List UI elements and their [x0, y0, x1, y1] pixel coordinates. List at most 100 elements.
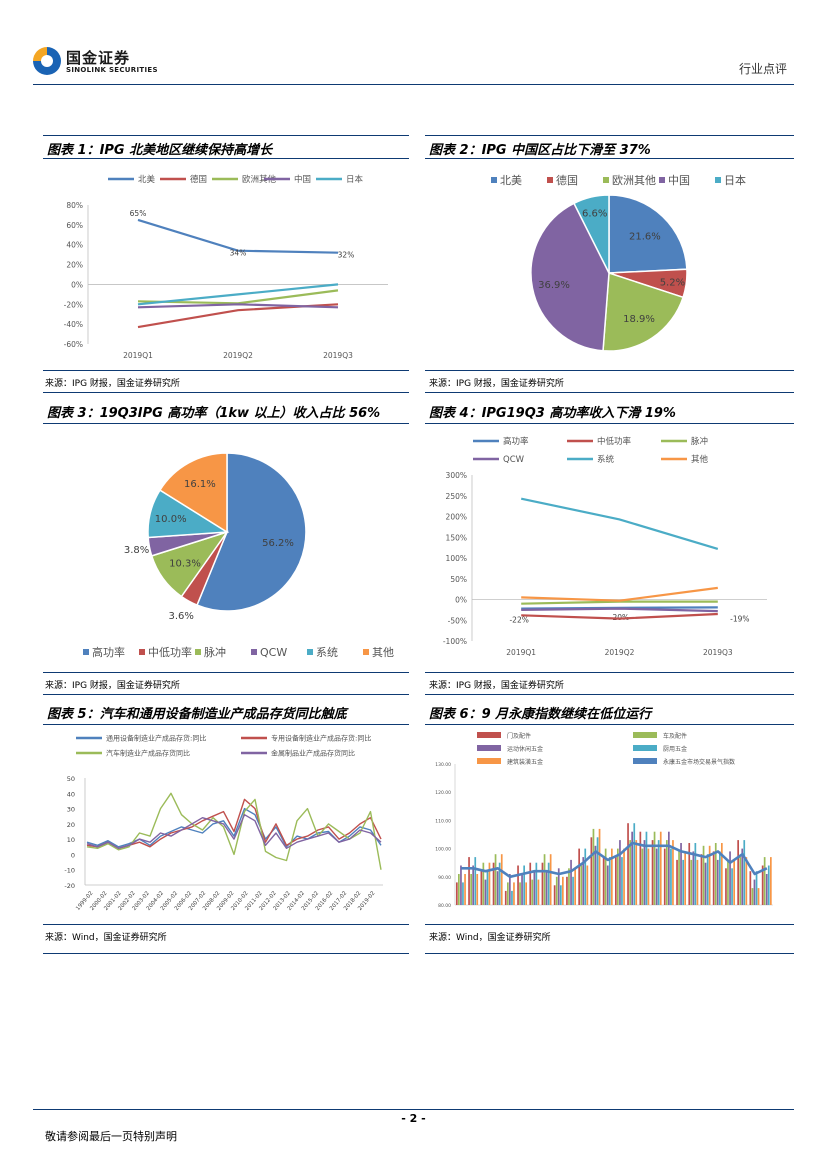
c6-bar [761, 865, 764, 905]
c6-bar [704, 862, 707, 905]
c6-bar [464, 874, 466, 905]
c5-y-tick: 20 [67, 821, 75, 829]
c6-bar [572, 876, 574, 905]
c3-legend-swatch-0 [83, 649, 89, 655]
c6-bar [488, 862, 491, 905]
f3-title: 图表 3：19Q3IPG 高功率（1kw 以上）收入占比 56% [47, 406, 381, 421]
c2-legend-swatch-2 [603, 177, 609, 183]
c2-slice-label-1: 5.2% [660, 278, 685, 289]
f4-title-rule [425, 423, 794, 424]
c6-legend-swatch-5 [633, 758, 657, 764]
c6-bar [582, 857, 585, 905]
chart-2: 北美 德国 欧洲其他 中国 日本 21.6% 5.2% 18.9% 36.9% 6.6% [491, 173, 746, 352]
c3-legend-label-2: 脉冲 [204, 645, 226, 659]
c2-legend-swatch-4 [715, 177, 721, 183]
c6-legend-label-1: 车及配件 [663, 732, 687, 740]
c6-bar [543, 854, 546, 905]
c6-bar [574, 868, 576, 905]
c4-series-1 [521, 612, 718, 620]
c4-legend-label-0: 高功率 [503, 436, 529, 447]
c6-bar [541, 862, 544, 905]
c4-y-tick: 50% [450, 575, 467, 584]
c6-bar [578, 848, 580, 905]
f6-bottom-rule [425, 924, 794, 925]
c4-data-label: -19% [730, 614, 749, 623]
c6-bar [688, 843, 691, 905]
c6-bar [560, 885, 562, 905]
c4-y-tick: 150% [446, 533, 467, 542]
c6-bar [611, 848, 613, 905]
f4-title: 图表 4：IPG19Q3 高功率收入下滑 19% [429, 406, 676, 421]
c4-legend-label-3: QCW [503, 455, 525, 465]
c1-legend-label-4: 日本 [346, 174, 364, 185]
brand-name-en: SINOLINK SECURITIES [66, 66, 158, 74]
c6-bar [566, 876, 568, 905]
c6-bar [545, 871, 548, 905]
c2-legend-swatch-0 [491, 177, 497, 183]
c3-legend-swatch-4 [307, 649, 313, 655]
c5-y-tick: -20 [64, 882, 75, 890]
c1-series-3 [137, 303, 339, 309]
c6-bar [596, 837, 599, 905]
c2-slice-0 [608, 194, 688, 274]
c6-bar [657, 840, 660, 905]
c6-bar [513, 882, 515, 905]
c6-y-tick: 110.00 [435, 818, 451, 824]
c1-series-4 [137, 283, 339, 306]
c6-bar [586, 865, 589, 905]
c4-x-tick: 2019Q1 [506, 648, 536, 657]
c4-data-label: -22% [509, 616, 528, 625]
c3-legend-swatch-1 [139, 649, 145, 655]
c6-bar [533, 871, 536, 905]
c6-bar [535, 862, 538, 905]
c6-bar [727, 859, 729, 905]
brand-name-cn: 国金证券 [66, 49, 131, 67]
c2-legend-label-1: 德国 [556, 173, 578, 187]
c6-bar [763, 857, 766, 905]
f5-source: 来源：Wind，国金证券研究所 [45, 933, 167, 943]
f5-source-rule [43, 953, 409, 954]
c3-slice-label-0: 56.2% [262, 538, 294, 549]
c6-bar [745, 857, 748, 905]
c2-slice-label-0: 21.6% [629, 231, 661, 242]
f2-title-rule [425, 158, 794, 159]
c6-bar [647, 848, 650, 905]
c4-y-tick: -100% [443, 637, 467, 646]
chart-1: 北美 德国 欧洲其他 中国 日本 80% 60% 40% 20% 0% -20% -40% -60% 20… [64, 174, 388, 360]
c3-slice-5 [158, 452, 228, 534]
c6-bar [549, 854, 552, 905]
c5-y-tick: 40 [67, 790, 75, 798]
c2-slice-3 [530, 202, 610, 352]
c2-slice-label-4: 6.6% [582, 209, 607, 220]
c6-bar [757, 888, 760, 905]
c4-series-2 [521, 600, 718, 605]
c6-bar [743, 840, 746, 905]
c6-bar [690, 859, 693, 905]
c6-legend-label-4: 建筑装潢五金 [507, 758, 543, 766]
c5-legend-label-3: 金属制品业产成品存货同比 [271, 748, 355, 757]
c6-bar [668, 831, 670, 905]
c6-bar [496, 871, 499, 905]
c4-legend-label-5: 其他 [691, 454, 709, 465]
c4-y-tick: 300% [446, 471, 467, 480]
c6-bar [629, 840, 631, 905]
f2-title: 图表 2：IPG 中国区占比下滑至 37% [429, 143, 651, 158]
c3-legend-label-4: 系统 [316, 646, 338, 659]
c1-y-tick: 60% [66, 221, 83, 230]
c6-bar [666, 840, 668, 905]
c6-bar [751, 888, 754, 905]
c6-bar [480, 871, 483, 905]
c6-bar [692, 851, 695, 905]
c6-bar [529, 862, 532, 905]
c6-bar [498, 862, 501, 905]
c6-bar [729, 851, 731, 905]
c6-legend-label-3: 厨用五金 [663, 745, 687, 753]
c6-bar [594, 845, 597, 905]
c1-data-label: 34% [230, 249, 247, 258]
c4-series-5 [521, 586, 718, 602]
chart-5: 通用设备制造业产成品存货:同比 专用设备制造业产成品存货:同比汽车制造业产成品存货… [64, 733, 383, 912]
c6-bar [592, 828, 595, 905]
c6-bar [509, 874, 511, 905]
c6-bar [639, 831, 642, 905]
c6-bar [684, 851, 686, 905]
